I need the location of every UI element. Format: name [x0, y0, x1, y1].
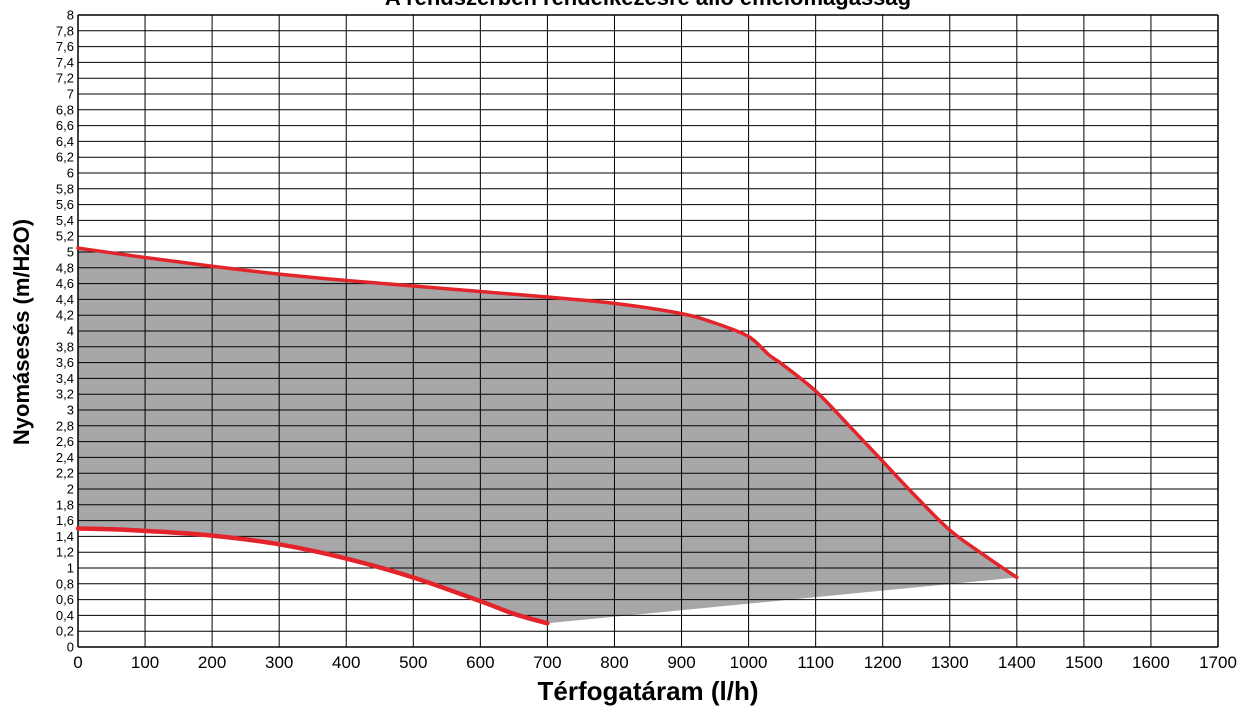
x-tick-label: 1300	[931, 653, 969, 672]
x-tick-label: 1400	[998, 653, 1036, 672]
y-tick-label: 7	[67, 87, 74, 102]
x-tick-labels: 0 100 200 300 400 500 600 700 800 900 1000 1100 1200…	[73, 653, 1237, 672]
y-tick-label: 1,4	[56, 529, 74, 544]
y-tick-label: 2,6	[56, 434, 74, 449]
y-tick-label: 1	[67, 561, 74, 576]
y-tick-label: 2,4	[56, 450, 74, 465]
x-tick-label: 200	[198, 653, 226, 672]
x-tick-label: 1500	[1065, 653, 1103, 672]
y-tick-label: 0	[67, 640, 74, 655]
y-tick-label: 5	[67, 245, 74, 260]
y-tick-label: 8	[67, 8, 74, 23]
x-tick-label: 900	[667, 653, 695, 672]
y-tick-label: 0,2	[56, 624, 74, 639]
y-tick-label: 5,8	[56, 181, 74, 196]
chart-title: A rendszerben rendelkezésre álló emelőma…	[78, 0, 1218, 11]
x-tick-label: 800	[600, 653, 628, 672]
y-tick-label: 6,6	[56, 118, 74, 133]
x-tick-label: 1700	[1199, 653, 1237, 672]
y-tick-label: 1,2	[56, 545, 74, 560]
y-tick-label: 0,8	[56, 576, 74, 591]
grid-layer	[77, 14, 1219, 648]
x-tick-label: 1000	[730, 653, 768, 672]
y-tick-label: 6	[67, 166, 74, 181]
y-tick-label: 3,8	[56, 339, 74, 354]
y-tick-label: 4,8	[56, 260, 74, 275]
y-tick-label: 2,2	[56, 466, 74, 481]
x-tick-label: 1100	[797, 653, 834, 672]
x-tick-label: 400	[332, 653, 360, 672]
x-tick-label: 600	[466, 653, 494, 672]
x-tick-label: 0	[73, 653, 82, 672]
x-tick-label: 300	[265, 653, 293, 672]
x-tick-label: 500	[399, 653, 427, 672]
y-tick-label: 3,2	[56, 387, 74, 402]
y-tick-label: 1,6	[56, 513, 74, 528]
x-tick-label: 1200	[864, 653, 902, 672]
y-tick-label: 5,4	[56, 213, 74, 228]
lower-curve-line	[75, 526, 550, 626]
y-tick-label: 7,8	[56, 23, 74, 38]
y-tick-label: 4,6	[56, 276, 74, 291]
y-tick-label: 6,2	[56, 150, 74, 165]
y-tick-label: 7,6	[56, 39, 74, 54]
y-tick-label: 6,4	[56, 134, 74, 149]
y-tick-label: 6,8	[56, 102, 74, 117]
y-tick-label: 4	[67, 324, 74, 339]
y-tick-label: 7,2	[56, 71, 74, 86]
y-tick-label: 5,2	[56, 229, 74, 244]
curve-layer	[75, 246, 1019, 626]
x-tick-label: 100	[131, 653, 159, 672]
y-tick-label: 7,4	[56, 55, 74, 70]
upper-curve-line	[76, 246, 1019, 580]
x-axis-label: Térfogatáram (l/h)	[537, 676, 759, 706]
y-axis-label: Nyomásesés (m/H2O)	[9, 218, 34, 446]
y-tick-label: 3	[67, 403, 74, 418]
y-tick-label: 3,4	[56, 371, 74, 386]
x-tick-label: 1600	[1132, 653, 1170, 672]
y-tick-label: 4,2	[56, 308, 74, 323]
y-tick-label: 3,6	[56, 355, 74, 370]
y-tick-label: 4,4	[56, 292, 74, 307]
y-tick-label: 0,4	[56, 608, 74, 623]
y-tick-label: 0,6	[56, 592, 74, 607]
y-tick-label: 2	[67, 482, 74, 497]
y-tick-label: 1,8	[56, 497, 74, 512]
y-tick-labels: 00,20,40,60,811,21,41,61,822,22,42,62,83…	[56, 8, 74, 655]
y-tick-label: 5,6	[56, 197, 74, 212]
x-tick-label: 700	[533, 653, 561, 672]
y-tick-label: 2,8	[56, 418, 74, 433]
